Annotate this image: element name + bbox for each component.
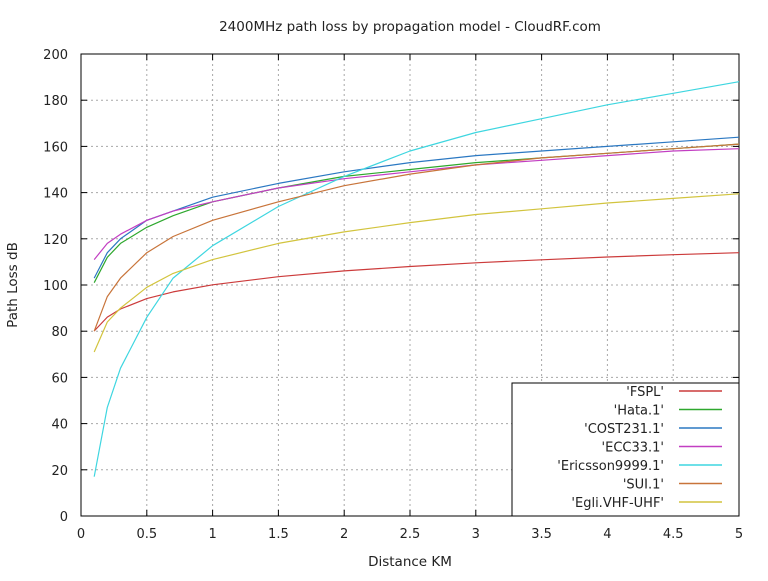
legend-box (511, 382, 740, 517)
y-axis-title: Path Loss dB (5, 242, 21, 328)
y-tick-label: 100 (43, 279, 68, 294)
legend-label: 'Egli.VHF-UHF' (571, 496, 664, 511)
legend-label: 'FSPL' (626, 385, 664, 400)
x-tick-label: 0 (77, 527, 85, 542)
chart-title: 2400MHz path loss by propagation model -… (219, 19, 601, 35)
legend-label: 'Hata.1' (614, 404, 664, 419)
x-tick-label: 3.5 (531, 527, 552, 542)
x-tick-label: 4 (603, 527, 611, 542)
series-line (93, 193, 740, 353)
legend: 'FSPL' 'Hata.1' 'COST231.1' 'ECC33.1' 'Erics… (557, 385, 722, 511)
series-line (93, 143, 740, 332)
y-tick-label: 180 (43, 94, 68, 109)
grid-lines (81, 54, 739, 516)
series-lines (93, 81, 740, 477)
y-tick-label: 40 (51, 418, 68, 433)
legend-label: 'Ericsson9999.1' (557, 459, 664, 474)
series-line (93, 143, 740, 283)
series-line (93, 148, 740, 260)
x-axis: 0 0.5 1 1.5 2 2.5 3 3.5 4 4.5 5 (77, 54, 743, 542)
x-tick-label: 5 (735, 527, 743, 542)
legend-label: 'SUI.1' (623, 478, 664, 493)
x-tick-label: 3 (472, 527, 480, 542)
y-tick-label: 200 (43, 48, 68, 63)
y-axis: 0 20 40 60 80 100 120 140 160 180 200 (43, 48, 739, 525)
x-tick-label: 1 (208, 527, 216, 542)
y-tick-label: 20 (51, 464, 68, 479)
x-tick-label: 0.5 (136, 527, 157, 542)
y-tick-label: 0 (60, 510, 68, 525)
x-tick-label: 2.5 (400, 527, 421, 542)
series-line (93, 136, 740, 279)
series-line (93, 81, 740, 477)
series-line (93, 252, 740, 332)
y-tick-label: 60 (51, 371, 68, 386)
y-tick-label: 140 (43, 187, 68, 202)
legend-label: 'ECC33.1' (602, 441, 664, 456)
x-tick-label: 2 (340, 527, 348, 542)
y-tick-label: 160 (43, 140, 68, 155)
x-tick-label: 4.5 (663, 527, 684, 542)
y-tick-label: 80 (51, 325, 68, 340)
legend-label: 'COST231.1' (584, 422, 664, 437)
y-tick-label: 120 (43, 233, 68, 248)
x-axis-title: Distance KM (368, 554, 452, 570)
x-tick-label: 1.5 (268, 527, 289, 542)
